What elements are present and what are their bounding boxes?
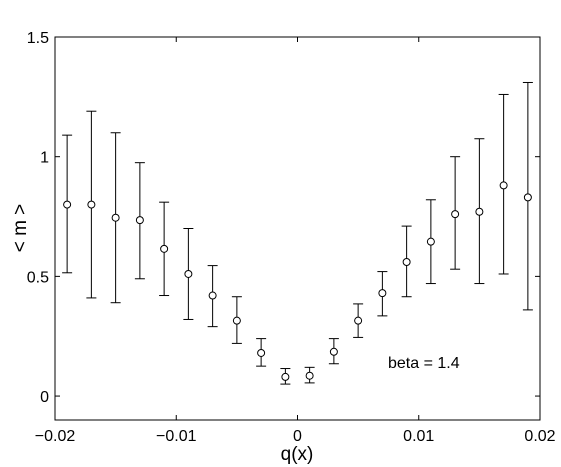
x-tick-label: 0.02 — [524, 428, 555, 445]
axis-ticks: −0.02 −0.01 0 0.01 0.02 0 0.5 1 1.5 — [27, 30, 556, 445]
y-tick-label: 0 — [40, 389, 49, 406]
data-point — [426, 237, 435, 246]
data-point — [135, 216, 144, 225]
data-point — [451, 210, 460, 219]
data-point — [402, 258, 411, 267]
data-point — [305, 371, 314, 380]
data-point — [208, 291, 217, 300]
data-point — [499, 181, 508, 190]
data-point — [281, 372, 290, 381]
data-point — [378, 289, 387, 298]
x-tick-label: −0.01 — [156, 428, 197, 445]
x-tick-label: −0.02 — [35, 428, 76, 445]
plot-frame — [54, 36, 541, 421]
data-point — [354, 316, 363, 325]
data-point — [232, 316, 241, 325]
data-point — [87, 200, 96, 209]
y-axis-title: < m > — [10, 204, 31, 253]
x-axis-title: q(x) — [281, 444, 314, 465]
data-point — [160, 244, 169, 253]
x-tick-label: 0 — [293, 428, 302, 445]
data-point — [523, 193, 532, 202]
y-tick-label: 1 — [40, 150, 49, 167]
data-point — [257, 348, 266, 357]
data-point — [63, 200, 72, 209]
y-tick-label: 0.5 — [27, 269, 49, 286]
beta-annotation: beta = 1.4 — [388, 355, 460, 372]
data-markers — [63, 181, 532, 381]
data-point — [475, 207, 484, 216]
x-tick-label: 0.01 — [403, 428, 434, 445]
data-point — [329, 347, 338, 356]
y-tick-label: 1.5 — [27, 30, 49, 47]
data-point — [111, 213, 120, 222]
data-point — [184, 269, 193, 278]
